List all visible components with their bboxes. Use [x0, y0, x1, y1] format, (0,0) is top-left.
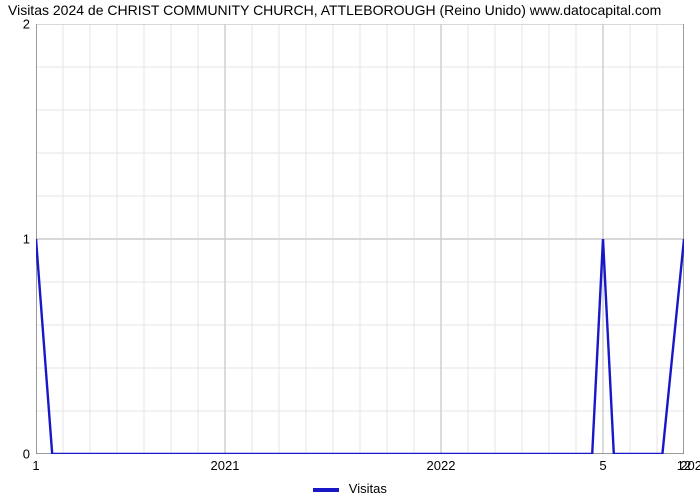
legend: Visitas	[0, 481, 700, 496]
x-tick-2021: 2021	[211, 458, 240, 473]
x-tick-start: 1	[32, 458, 39, 473]
legend-label: Visitas	[349, 481, 387, 496]
y-tick-0: 0	[0, 447, 30, 462]
plot-area	[36, 24, 684, 454]
chart-title: Visitas 2024 de CHRIST COMMUNITY CHURCH,…	[0, 2, 700, 18]
x-tick-2022: 2022	[427, 458, 456, 473]
x-tick-overflow: 202	[680, 458, 700, 473]
y-tick-2: 2	[0, 17, 30, 32]
legend-swatch	[313, 488, 339, 492]
y-tick-1: 1	[0, 232, 30, 247]
x-tick-5: 5	[599, 458, 606, 473]
visits-chart: Visitas 2024 de CHRIST COMMUNITY CHURCH,…	[0, 0, 700, 500]
